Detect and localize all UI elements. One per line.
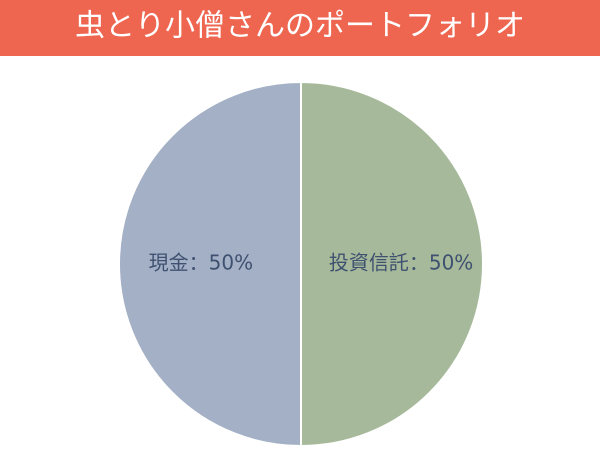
title-banner xyxy=(0,0,600,56)
pie-slice xyxy=(118,80,302,448)
pie-slice xyxy=(300,80,484,448)
data-label: 現金：50% xyxy=(149,251,253,275)
data-label: 投資信託：50% xyxy=(329,251,473,275)
chart-title: 虫とり小僧さんのポートフォリオ xyxy=(75,9,525,44)
